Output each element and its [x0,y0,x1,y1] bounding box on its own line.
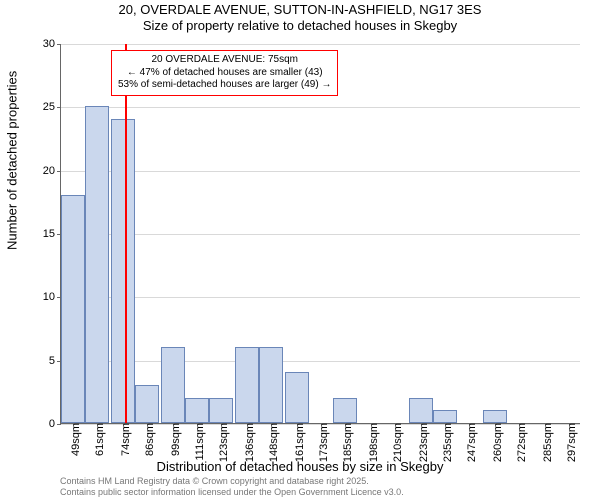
histogram-bar [111,119,135,423]
histogram-bar [135,385,159,423]
annotation-box: 20 OVERDALE AVENUE: 75sqm← 47% of detach… [111,50,338,96]
x-tick-label: 223sqm [412,423,430,462]
x-tick-label: 235sqm [436,423,454,462]
gridline [61,44,580,45]
x-tick-label: 86sqm [138,423,156,456]
footer-line-2: Contains public sector information licen… [60,487,404,498]
x-tick-label: 297sqm [560,423,578,462]
x-tick-label: 285sqm [536,423,554,462]
x-tick-label: 173sqm [312,423,330,462]
y-tick-label: 0 [49,418,61,430]
y-tick-label: 30 [43,38,61,50]
histogram-bar [483,410,507,423]
property-marker-line [125,44,127,423]
gridline [61,361,580,362]
histogram-bar [185,398,209,423]
gridline [61,107,580,108]
histogram-bar [161,347,185,423]
x-tick-label: 260sqm [486,423,504,462]
histogram-bar [285,372,309,423]
x-axis-label: Distribution of detached houses by size … [157,459,444,474]
plot-area: 05101520253049sqm61sqm74sqm86sqm99sqm111… [60,44,580,424]
title-line-1: 20, OVERDALE AVENUE, SUTTON-IN-ASHFIELD,… [0,2,600,17]
x-tick-label: 74sqm [114,423,132,456]
x-tick-label: 185sqm [336,423,354,462]
title-line-2: Size of property relative to detached ho… [0,18,600,33]
y-tick-label: 15 [43,228,61,240]
x-tick-label: 198sqm [362,423,380,462]
x-tick-label: 161sqm [288,423,306,462]
x-tick-label: 99sqm [164,423,182,456]
y-axis-label: Number of detached properties [5,71,20,250]
gridline [61,297,580,298]
histogram-bar [235,347,259,423]
y-tick-label: 5 [49,355,61,367]
annotation-line: 53% of semi-detached houses are larger (… [118,79,331,92]
chart-container: 20, OVERDALE AVENUE, SUTTON-IN-ASHFIELD,… [0,0,600,500]
gridline [61,171,580,172]
y-tick-label: 25 [43,101,61,113]
annotation-line: ← 47% of detached houses are smaller (43… [118,67,331,80]
annotation-line: 20 OVERDALE AVENUE: 75sqm [118,54,331,67]
x-tick-label: 136sqm [238,423,256,462]
chart-title: 20, OVERDALE AVENUE, SUTTON-IN-ASHFIELD,… [0,2,600,33]
histogram-bar [259,347,283,423]
x-tick-label: 272sqm [510,423,528,462]
x-tick-label: 148sqm [262,423,280,462]
histogram-bar [433,410,457,423]
histogram-bar [333,398,357,423]
y-tick-label: 10 [43,291,61,303]
footer-line-1: Contains HM Land Registry data © Crown c… [60,476,404,487]
y-tick-label: 20 [43,165,61,177]
histogram-bar [85,106,109,423]
x-tick-label: 210sqm [386,423,404,462]
x-tick-label: 247sqm [460,423,478,462]
gridline [61,234,580,235]
x-tick-label: 61sqm [88,423,106,456]
x-tick-label: 49sqm [64,423,82,456]
x-tick-label: 123sqm [212,423,230,462]
histogram-bar [409,398,433,423]
histogram-bar [61,195,85,423]
histogram-bar [209,398,233,423]
footer-attribution: Contains HM Land Registry data © Crown c… [60,476,404,498]
x-tick-label: 111sqm [188,423,206,461]
